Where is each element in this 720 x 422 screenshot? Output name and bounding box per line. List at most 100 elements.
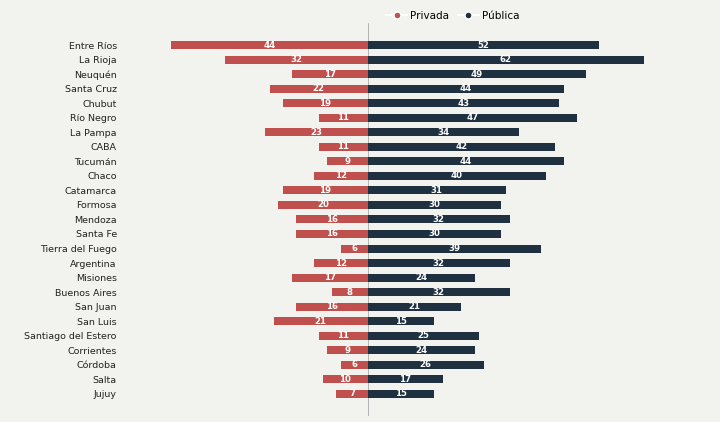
Bar [368,303,462,311]
Bar [368,85,564,93]
Bar [368,390,434,398]
Text: 20: 20 [317,200,329,209]
Text: 32: 32 [433,259,445,268]
Bar [332,288,368,296]
Text: 9: 9 [345,157,351,166]
Text: 22: 22 [312,84,325,93]
Bar [297,303,368,311]
Bar [283,187,368,195]
Text: 12: 12 [335,171,347,180]
Text: 15: 15 [395,390,407,398]
Bar [368,361,484,369]
Text: 8: 8 [347,288,353,297]
Legend: Privada, Pública: Privada, Pública [382,7,523,25]
Text: 40: 40 [451,171,463,180]
Bar [368,332,479,340]
Text: 19: 19 [319,186,331,195]
Text: 16: 16 [326,215,338,224]
Bar [368,70,586,78]
Bar [341,361,368,369]
Text: 34: 34 [437,128,449,137]
Text: 17: 17 [400,375,412,384]
Bar [318,332,368,340]
Bar [368,216,510,223]
Text: 6: 6 [351,360,357,369]
Text: 21: 21 [408,302,420,311]
Bar [368,172,546,180]
Bar [368,41,600,49]
Bar [328,346,368,354]
Bar [171,41,368,49]
Text: 15: 15 [395,316,407,326]
Bar [283,99,368,107]
Text: 43: 43 [457,99,469,108]
Text: 42: 42 [455,142,467,151]
Text: 24: 24 [415,273,427,282]
Text: 24: 24 [415,346,427,355]
Text: 16: 16 [326,302,338,311]
Bar [368,201,501,209]
Bar [274,317,368,325]
Text: 23: 23 [310,128,323,137]
Bar [368,187,506,195]
Bar [368,244,541,252]
Bar [341,244,368,252]
Bar [297,230,368,238]
Text: 7: 7 [349,390,355,398]
Text: 16: 16 [326,230,338,238]
Bar [323,375,368,383]
Bar [297,216,368,223]
Bar [368,114,577,122]
Text: 30: 30 [428,200,441,209]
Text: 11: 11 [337,113,349,122]
Bar [292,273,368,281]
Text: 32: 32 [290,55,302,64]
Text: 21: 21 [315,316,327,326]
Text: 49: 49 [471,70,483,78]
Bar [368,157,564,165]
Bar [368,128,519,136]
Bar [318,114,368,122]
Bar [368,259,510,267]
Bar [225,56,368,64]
Bar [279,201,368,209]
Bar [368,288,510,296]
Text: 30: 30 [428,230,441,238]
Bar [368,143,555,151]
Text: 31: 31 [431,186,443,195]
Text: 11: 11 [337,331,349,340]
Text: 17: 17 [324,70,336,78]
Text: 32: 32 [433,288,445,297]
Text: 17: 17 [324,273,336,282]
Bar [368,346,474,354]
Text: 25: 25 [418,331,429,340]
Text: 26: 26 [420,360,431,369]
Text: 11: 11 [337,142,349,151]
Bar [368,317,434,325]
Text: 44: 44 [459,157,472,166]
Text: 6: 6 [351,244,357,253]
Text: 12: 12 [335,259,347,268]
Bar [368,273,474,281]
Text: 47: 47 [467,113,479,122]
Bar [292,70,368,78]
Bar [265,128,368,136]
Bar [368,99,559,107]
Text: 39: 39 [449,244,461,253]
Bar [368,230,501,238]
Text: 10: 10 [339,375,351,384]
Bar [314,172,368,180]
Bar [336,390,368,398]
Text: 52: 52 [477,41,490,49]
Text: 44: 44 [459,84,472,93]
Bar [314,259,368,267]
Bar [368,56,644,64]
Text: 44: 44 [264,41,276,49]
Bar [368,375,444,383]
Text: 32: 32 [433,215,445,224]
Bar [318,143,368,151]
Text: 19: 19 [319,99,331,108]
Text: 62: 62 [500,55,512,64]
Bar [269,85,368,93]
Bar [328,157,368,165]
